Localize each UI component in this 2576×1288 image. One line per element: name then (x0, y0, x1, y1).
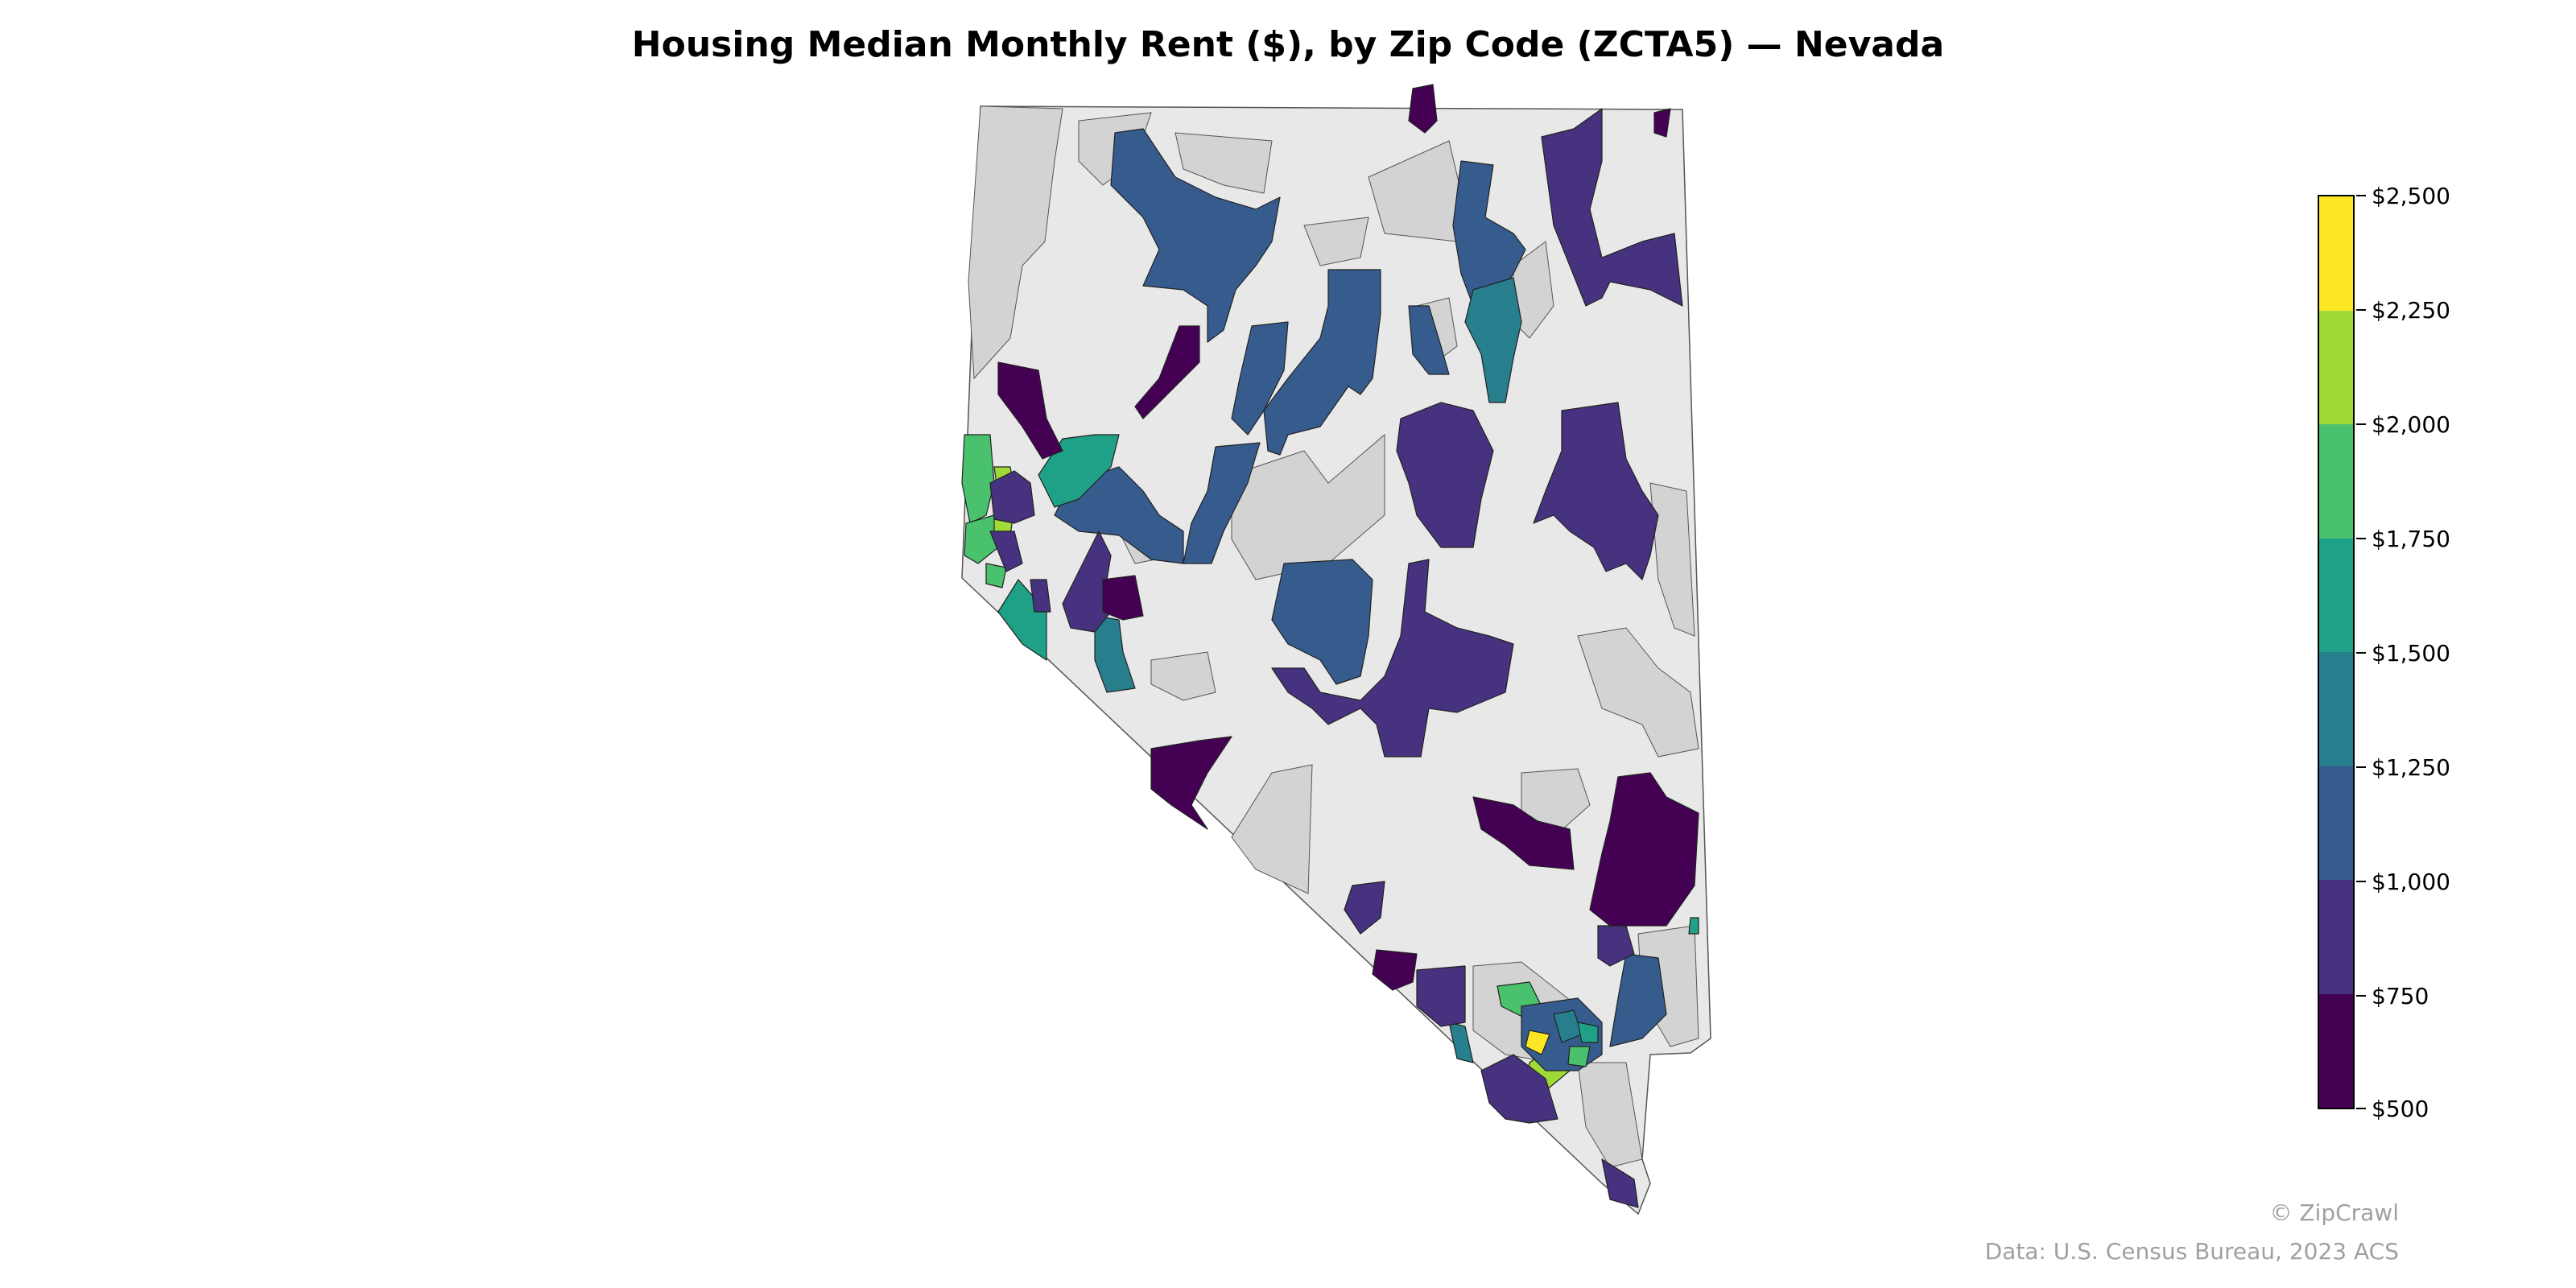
colorbar-tick (2356, 309, 2366, 311)
map-title: Housing Median Monthly Rent ($), by Zip … (631, 24, 1945, 65)
colorbar-label: $500 (2372, 1096, 2429, 1122)
colorbar-tick (2356, 195, 2366, 196)
colorbar-segment-500-750 (2319, 993, 2353, 1108)
colorbar-tick (2356, 652, 2366, 654)
colorbar-tick (2356, 1108, 2366, 1109)
colorbar-segment-2000-2250 (2319, 310, 2353, 424)
colorbar-label: $1,750 (2372, 526, 2450, 552)
colorbar-tick (2356, 995, 2366, 997)
colorbar-legend (2318, 195, 2355, 1109)
colorbar-label: $2,000 (2372, 411, 2450, 438)
colorbar-segment-1000-1250 (2319, 766, 2353, 880)
no-data-zones (968, 105, 1699, 1168)
colorbar-segment-1750-2000 (2319, 424, 2353, 539)
colorbar-label: $1,000 (2372, 869, 2450, 895)
colorbar-segment-1250-1500 (2319, 652, 2353, 766)
colorbar-segment-1500-1750 (2319, 538, 2353, 652)
colorbar-label: $2,500 (2372, 183, 2450, 209)
colorbar-label: $2,250 (2372, 297, 2450, 324)
colorbar-label: $750 (2372, 983, 2429, 1009)
brand-credit: © ZipCrawl (2269, 1199, 2399, 1226)
zip-code-areas (961, 84, 1699, 1208)
colorbar-tick (2356, 881, 2366, 882)
colorbar-label: $1,500 (2372, 640, 2450, 667)
colorbar-tick (2356, 538, 2366, 539)
colorbar-tick (2356, 423, 2366, 425)
colorbar-tick (2356, 766, 2366, 768)
data-source-credit: Data: U.S. Census Bureau, 2023 ACS (1984, 1238, 2399, 1265)
colorbar-label: $1,250 (2372, 754, 2450, 781)
colorbar-segment-2250-2500 (2319, 196, 2353, 311)
colorbar-segment-750-1000 (2319, 880, 2353, 994)
